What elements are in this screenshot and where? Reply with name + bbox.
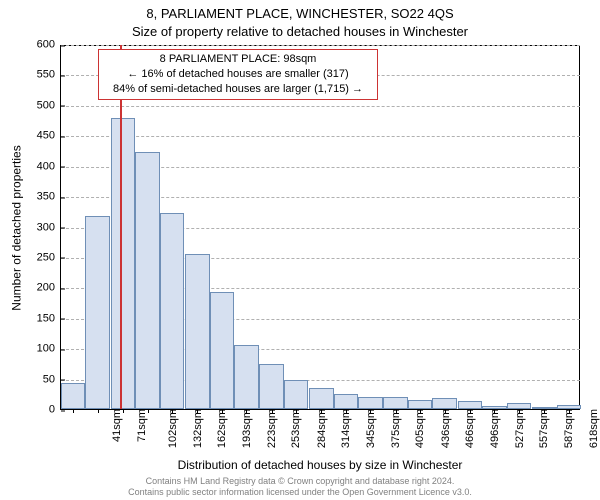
x-tick-mark [321,409,322,413]
x-tick-mark [519,409,520,413]
x-tick-mark [420,409,421,413]
x-tick-label: 345sqm [361,409,378,448]
histogram-bar [85,216,109,409]
x-tick-mark [370,409,371,413]
x-tick-mark [445,409,446,413]
x-tick-mark [123,409,124,413]
x-tick-mark [272,409,273,413]
y-tick-label: 300 [37,222,61,233]
title-line-2: Size of property relative to detached ho… [0,24,600,39]
y-tick-label: 400 [37,161,61,172]
y-tick-label: 500 [37,100,61,111]
annotation-line: 84% of semi-detached houses are larger (… [105,82,371,97]
histogram-bar [358,397,382,409]
x-tick-label: 557sqm [534,409,551,448]
y-axis-label-text: Number of detached properties [10,145,24,310]
x-tick-label: 132sqm [187,409,204,448]
x-tick-label: 527sqm [509,409,526,448]
annotation-line: 8 PARLIAMENT PLACE: 98sqm [105,52,371,67]
x-tick-mark [148,409,149,413]
x-axis-label: Distribution of detached houses by size … [60,458,580,472]
histogram-bar [160,213,184,409]
histogram-bar [111,118,135,409]
histogram-bar [234,345,258,409]
x-tick-mark [569,409,570,413]
gridline [61,136,580,137]
histogram-bar [61,383,85,409]
histogram-bar [408,400,432,409]
histogram-bar [432,398,456,409]
x-tick-label: 223sqm [261,409,278,448]
y-tick-label: 50 [43,374,61,385]
y-axis-label: Number of detached properties [10,45,24,410]
plot-area: 05010015020025030035040045050055060041sq… [60,45,580,410]
histogram-bar [210,292,234,409]
marker-line [120,45,122,409]
x-tick-label: 284sqm [311,409,328,448]
histogram-bar [309,388,333,409]
x-tick-mark [396,409,397,413]
x-tick-label: 71sqm [131,409,148,442]
gridline [61,106,580,107]
footer-line-2: Contains public sector information licen… [0,487,600,498]
x-tick-label: 405sqm [410,409,427,448]
y-tick-label: 450 [37,131,61,142]
x-tick-label: 375sqm [385,409,402,448]
x-tick-label: 162sqm [211,409,228,448]
footer-attribution: Contains HM Land Registry data © Crown c… [0,476,600,498]
x-tick-label: 102sqm [162,409,179,448]
y-tick-label: 100 [37,344,61,355]
histogram-bar [284,380,308,409]
x-tick-mark [197,409,198,413]
y-tick-label: 550 [37,70,61,81]
x-tick-mark [246,409,247,413]
y-tick-label: 350 [37,192,61,203]
x-tick-label: 314sqm [335,409,352,448]
y-tick-label: 250 [37,252,61,263]
x-tick-mark [222,409,223,413]
y-tick-label: 200 [37,283,61,294]
chart-wrapper: 8, PARLIAMENT PLACE, WINCHESTER, SO22 4Q… [0,0,600,500]
x-tick-mark [346,409,347,413]
histogram-bar [135,152,159,409]
y-tick-label: 0 [49,405,61,416]
x-tick-label: 253sqm [285,409,302,448]
x-tick-label: 193sqm [236,409,253,448]
x-tick-label: 496sqm [484,409,501,448]
x-tick-mark [296,409,297,413]
x-tick-mark [73,409,74,413]
x-tick-mark [494,409,495,413]
histogram-bar [259,364,283,409]
annotation-box: 8 PARLIAMENT PLACE: 98sqm← 16% of detach… [98,49,378,100]
histogram-bar [383,397,407,409]
gridline [61,45,580,46]
histogram-bar [458,401,482,409]
y-tick-label: 150 [37,313,61,324]
x-tick-label: 587sqm [558,409,575,448]
x-tick-label: 436sqm [435,409,452,448]
title-line-1: 8, PARLIAMENT PLACE, WINCHESTER, SO22 4Q… [0,6,600,21]
x-tick-label: 41sqm [106,409,123,442]
footer-line-1: Contains HM Land Registry data © Crown c… [0,476,600,487]
histogram-bar [334,394,358,409]
x-tick-mark [470,409,471,413]
x-tick-mark [544,409,545,413]
annotation-line: ← 16% of detached houses are smaller (31… [105,67,371,82]
y-tick-label: 600 [37,40,61,51]
x-tick-mark [98,409,99,413]
x-tick-label: 466sqm [459,409,476,448]
x-tick-mark [172,409,173,413]
x-tick-label: 618sqm [583,409,600,448]
histogram-bar [185,254,209,409]
